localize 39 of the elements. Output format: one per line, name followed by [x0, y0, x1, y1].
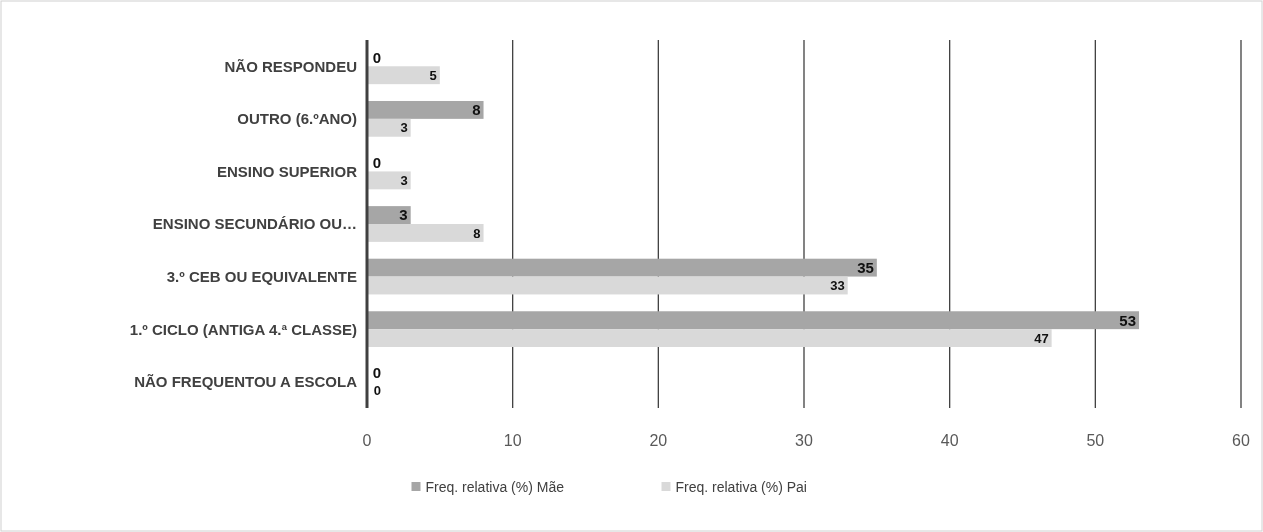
data-label: 8: [473, 225, 481, 241]
data-label: 5: [429, 67, 437, 83]
bar: [367, 100, 484, 119]
data-label: 3: [400, 173, 408, 189]
data-label: 3: [400, 120, 408, 136]
bar: [367, 66, 440, 85]
bar: [367, 276, 848, 295]
x-tick-label: 40: [940, 432, 959, 449]
y-tick-label: ENSINO SECUNDÁRIO OU…: [152, 215, 357, 233]
data-label: 0: [372, 364, 381, 382]
y-tick-label: OUTRO (6.ºANO): [237, 110, 357, 128]
x-tick-label: 20: [649, 432, 668, 449]
data-label: 0: [373, 383, 381, 399]
y-tick-label: ENSINO SUPERIOR: [216, 162, 358, 180]
x-tick-label: 10: [503, 432, 522, 449]
bar: [367, 258, 877, 277]
data-label: 35: [857, 259, 874, 277]
data-label: 0: [372, 153, 381, 171]
x-tick-label: 0: [362, 432, 372, 449]
y-tick-label: NÃO FREQUENTOU A ESCOLA: [134, 373, 358, 391]
data-label: 8: [472, 101, 481, 119]
data-label: 0: [372, 48, 381, 66]
x-tick-label: 30: [795, 432, 813, 449]
data-label: 47: [1034, 330, 1049, 346]
y-tick-label: 3.º CEB OU EQUIVALENTE: [166, 267, 357, 285]
x-tick-label: 60: [1232, 432, 1250, 449]
y-tick-label: NÃO RESPONDEU: [224, 57, 357, 75]
bar: [367, 311, 1140, 330]
bar: [367, 329, 1052, 348]
y-tick-label: 1.º CICLO (ANTIGA 4.ª CLASSE): [129, 320, 357, 338]
data-label: 53: [1119, 311, 1137, 329]
bar: [367, 118, 411, 137]
legend-label: Freq. relativa (%) Mãe: [425, 479, 565, 495]
bar: [367, 171, 411, 190]
data-label: 3: [399, 206, 408, 224]
data-label: 33: [830, 278, 845, 294]
legend-label: Freq. relativa (%) Pai: [675, 479, 807, 495]
x-tick-label: 50: [1086, 432, 1105, 449]
bar: [367, 224, 484, 242]
